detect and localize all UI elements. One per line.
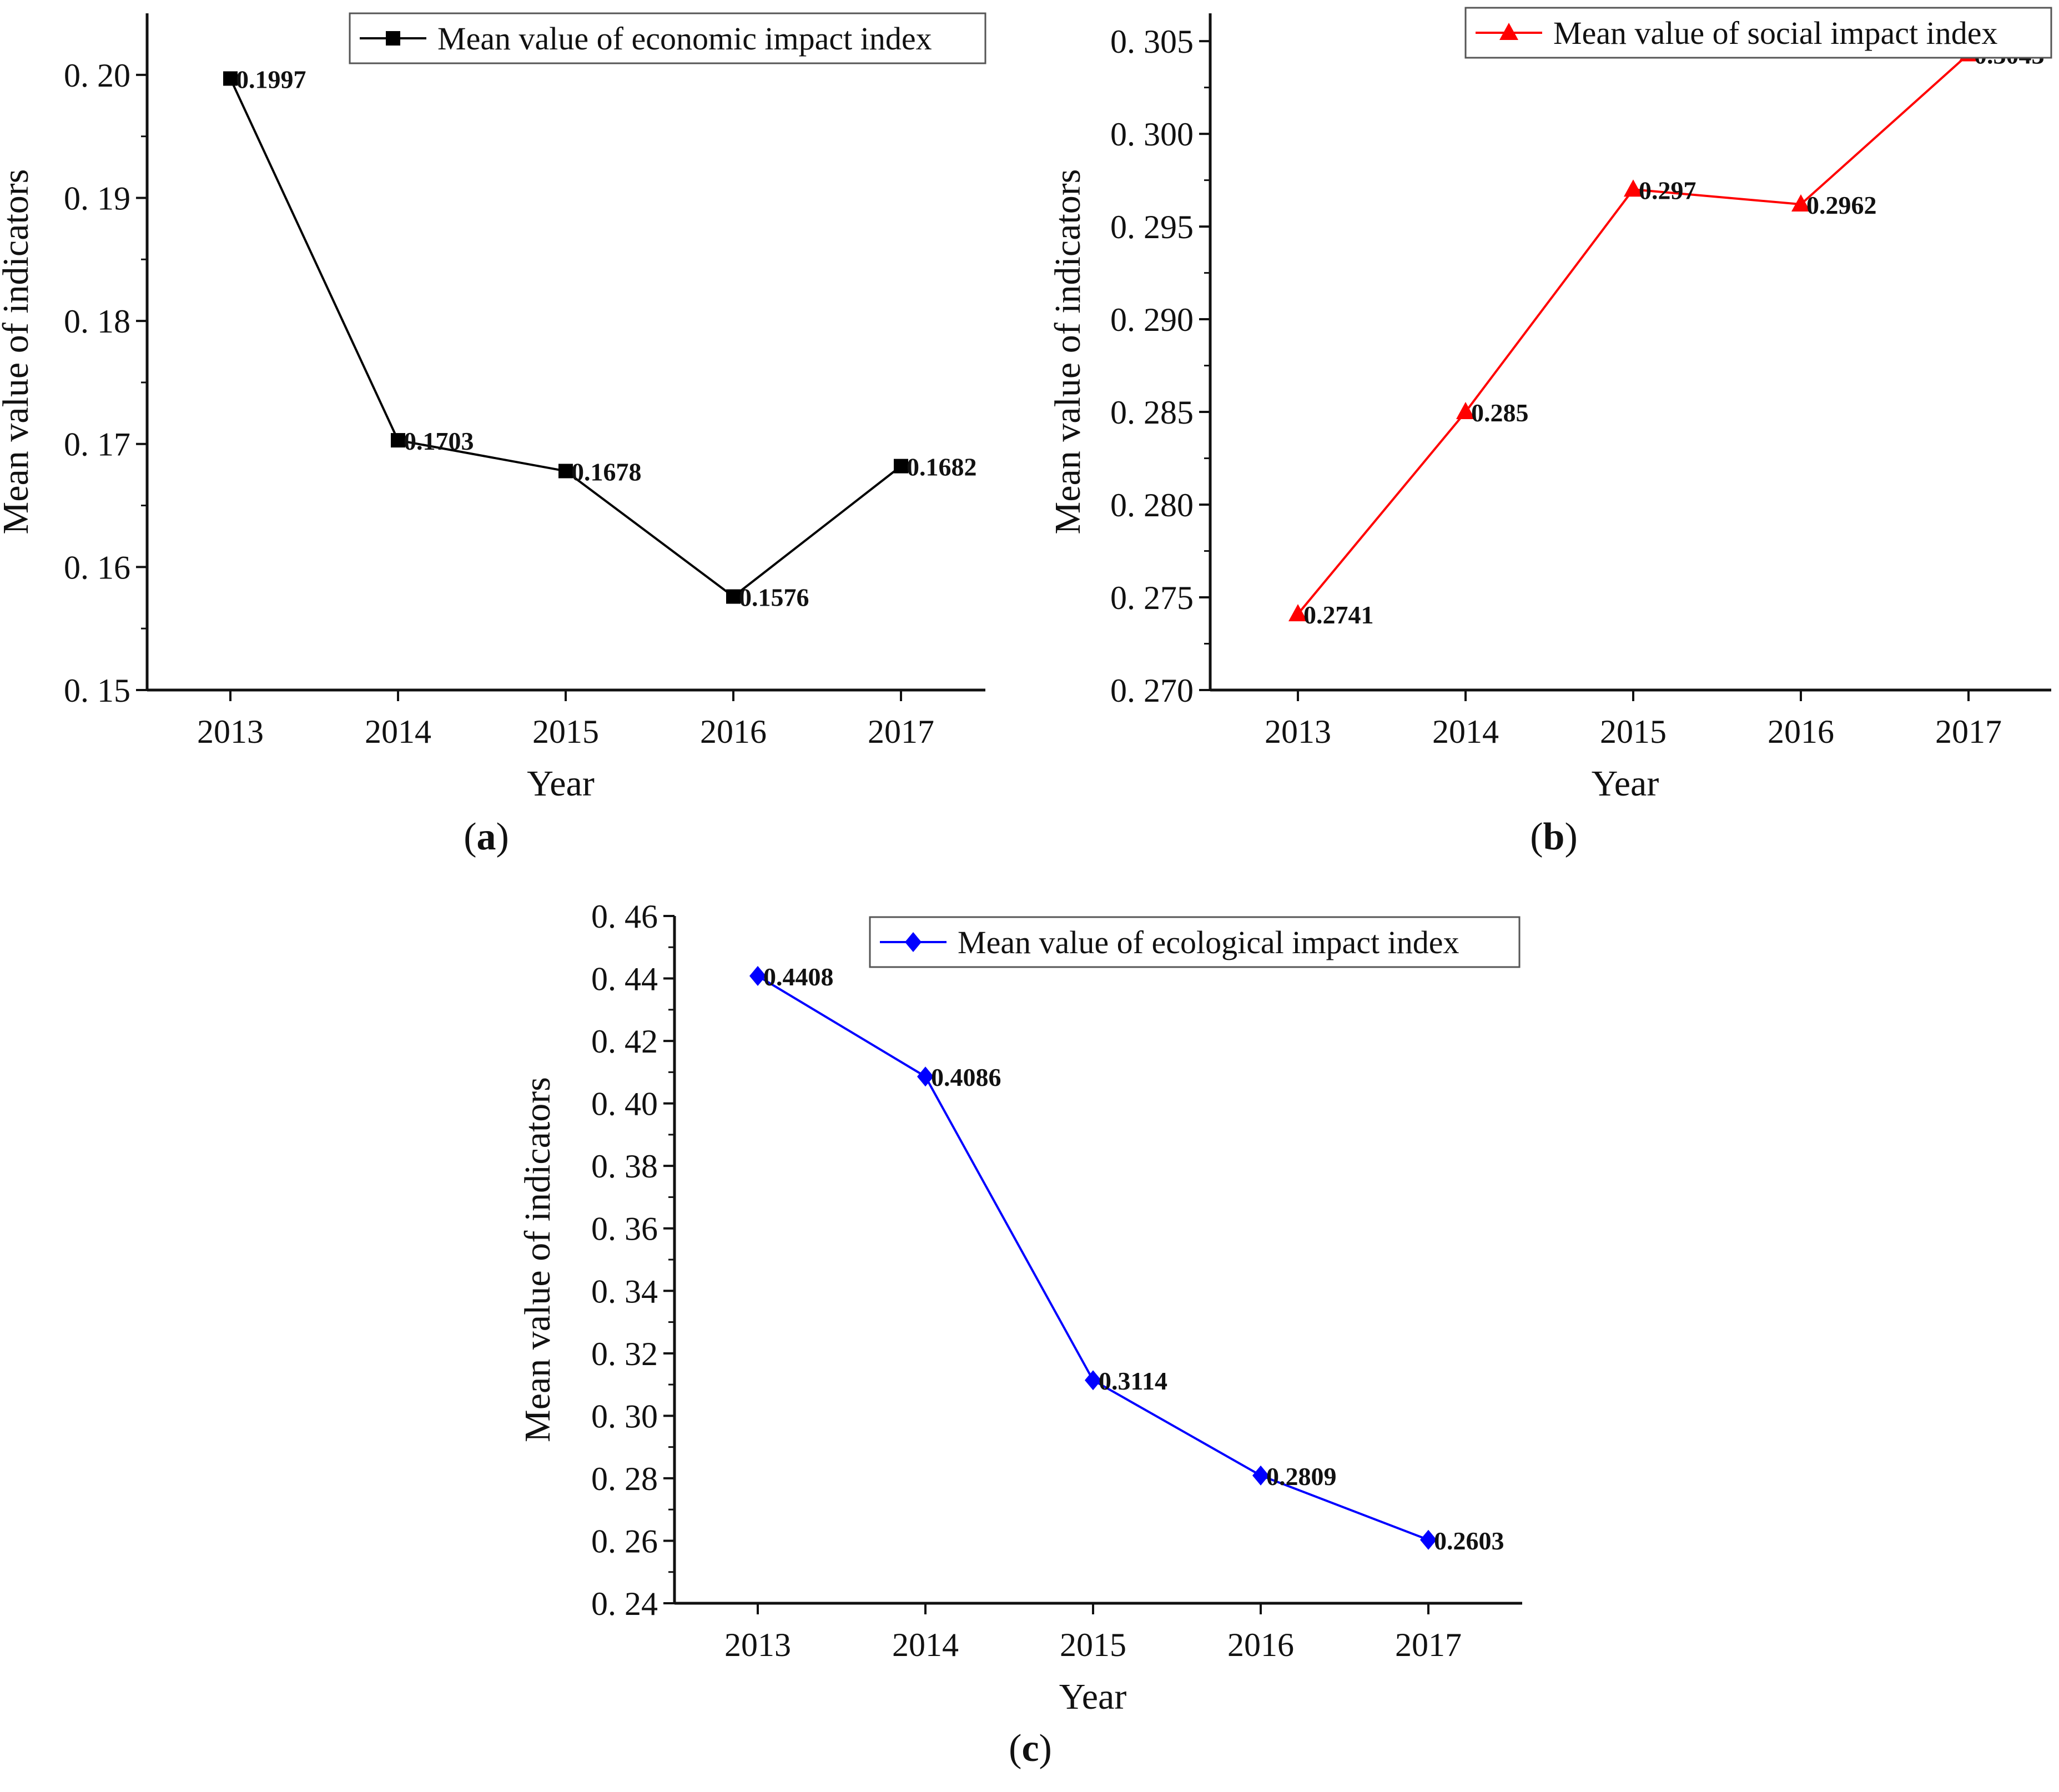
y-tick-label: 0. 300 xyxy=(1110,116,1194,153)
legend-marker xyxy=(905,932,922,952)
data-point-marker xyxy=(894,459,908,474)
x-tick-label: 2013 xyxy=(1265,713,1331,750)
data-label: 0.1576 xyxy=(739,583,809,612)
x-tick-label: 2016 xyxy=(700,713,767,750)
data-point-marker xyxy=(1791,194,1810,212)
data-point-marker xyxy=(391,433,405,448)
y-tick-label: 0. 30 xyxy=(591,1398,658,1434)
x-tick-label: 2016 xyxy=(1227,1627,1294,1663)
x-tick-label: 2016 xyxy=(1768,713,1834,750)
y-axis-title: Mean value of indicators xyxy=(1048,169,1088,535)
x-tick-label: 2013 xyxy=(724,1627,791,1663)
x-tick-label: 2014 xyxy=(892,1627,959,1663)
chart-panel-b: 0. 270 0. 275 0. 280 0. 285 0. 290 0. 295 0. 3… xyxy=(1048,7,2052,858)
x-tick-label: 2017 xyxy=(1935,713,2002,750)
x-tick-label: 2014 xyxy=(365,713,431,750)
y-tick-label: 0. 26 xyxy=(591,1523,658,1559)
x-tick-label: 2015 xyxy=(1060,1627,1126,1663)
data-label: 0.2603 xyxy=(1434,1527,1504,1555)
data-label: 0.1997 xyxy=(236,65,306,93)
data-point-marker xyxy=(917,1066,934,1087)
x-tick-label: 2015 xyxy=(532,713,599,750)
legend: Mean value of economic impact index xyxy=(349,12,986,64)
y-axis-title: Mean value of indicators xyxy=(517,1077,558,1442)
y-tick-label: 0. 32 xyxy=(591,1336,658,1372)
data-label: 0.285 xyxy=(1471,399,1529,427)
y-tick-label: 0. 40 xyxy=(591,1086,658,1122)
data-point-marker xyxy=(1085,1370,1101,1391)
y-axis-title: Mean value of indicators xyxy=(0,169,36,535)
y-tick-label: 0. 42 xyxy=(591,1023,658,1060)
data-point-marker xyxy=(1456,402,1475,420)
legend-label: Mean value of ecological impact index xyxy=(958,924,1459,960)
y-tick-label: 0. 16 xyxy=(64,549,130,586)
panel-label: (b) xyxy=(1530,816,1578,858)
y-tick-label: 0. 295 xyxy=(1110,209,1194,245)
data-point-marker xyxy=(1288,604,1307,622)
data-point-marker xyxy=(1252,1465,1269,1486)
y-tick-label: 0. 20 xyxy=(64,57,130,94)
legend: Mean value of social impact index xyxy=(1464,7,2052,59)
y-tick-label: 0. 290 xyxy=(1110,301,1194,338)
y-tick-label: 0. 46 xyxy=(591,898,658,935)
y-tick-label: 0. 270 xyxy=(1110,672,1194,709)
x-tick-label: 2017 xyxy=(1395,1627,1462,1663)
y-tick-label: 0. 280 xyxy=(1110,487,1194,523)
legend-label: Mean value of social impact index xyxy=(1553,15,1997,51)
data-point-marker xyxy=(223,71,238,86)
data-label: 0.297 xyxy=(1639,176,1696,204)
data-point-marker xyxy=(1624,179,1643,197)
chart-panel-a: 0. 15 0. 16 0. 17 0. 18 0. 19 0. 20 2013 2014 20… xyxy=(0,12,986,858)
legend-box xyxy=(349,12,986,64)
legend-marker xyxy=(386,31,400,46)
x-tick-label: 2017 xyxy=(868,713,934,750)
x-axis-title: Year xyxy=(1592,763,1659,804)
x-tick-label: 2015 xyxy=(1600,713,1667,750)
data-point-marker xyxy=(1420,1529,1437,1550)
y-tick-label: 0. 17 xyxy=(64,426,130,463)
data-label: 0.1678 xyxy=(571,457,642,486)
data-label: 0.2809 xyxy=(1266,1462,1337,1491)
panel-label: (c) xyxy=(1009,1727,1052,1770)
data-label: 0.2962 xyxy=(1806,191,1877,219)
y-tick-label: 0. 38 xyxy=(591,1148,658,1185)
data-label: 0.4086 xyxy=(931,1063,1001,1091)
legend-box xyxy=(869,916,1521,968)
data-point-marker xyxy=(749,966,766,986)
data-label: 0.2741 xyxy=(1303,601,1374,629)
legend-marker xyxy=(1499,23,1518,40)
data-label: 0.1703 xyxy=(404,427,474,455)
legend-box xyxy=(1464,7,2052,59)
y-tick-label: 0. 28 xyxy=(591,1461,658,1497)
data-point-marker xyxy=(558,464,573,479)
y-tick-label: 0. 18 xyxy=(64,303,130,340)
chart-panel-c: 0. 24 0. 26 0. 28 0. 30 0. 32 0. 34 0. 36 0. 38… xyxy=(517,898,1522,1770)
x-tick-label: 2013 xyxy=(197,713,264,750)
x-axis-title: Year xyxy=(527,763,595,804)
y-tick-label: 0. 285 xyxy=(1110,394,1194,431)
legend: Mean value of ecological impact index xyxy=(869,916,1521,968)
data-label: 0.3114 xyxy=(1099,1367,1167,1395)
y-tick-label: 0. 44 xyxy=(591,961,658,998)
y-tick-label: 0. 24 xyxy=(591,1585,658,1622)
y-tick-label: 0. 34 xyxy=(591,1273,658,1310)
x-axis-title: Year xyxy=(1059,1677,1127,1717)
data-label: 0.4408 xyxy=(763,963,834,991)
y-tick-label: 0. 305 xyxy=(1110,23,1194,60)
legend-label: Mean value of economic impact index xyxy=(437,21,932,57)
y-tick-label: 0. 15 xyxy=(64,672,130,709)
data-label: 0.1682 xyxy=(907,453,977,481)
panel-label: (a) xyxy=(464,816,509,858)
y-tick-label: 0. 19 xyxy=(64,180,130,217)
y-tick-label: 0. 275 xyxy=(1110,580,1194,616)
y-tick-label: 0. 36 xyxy=(591,1211,658,1247)
data-point-marker xyxy=(726,589,741,604)
x-tick-label: 2014 xyxy=(1432,713,1499,750)
